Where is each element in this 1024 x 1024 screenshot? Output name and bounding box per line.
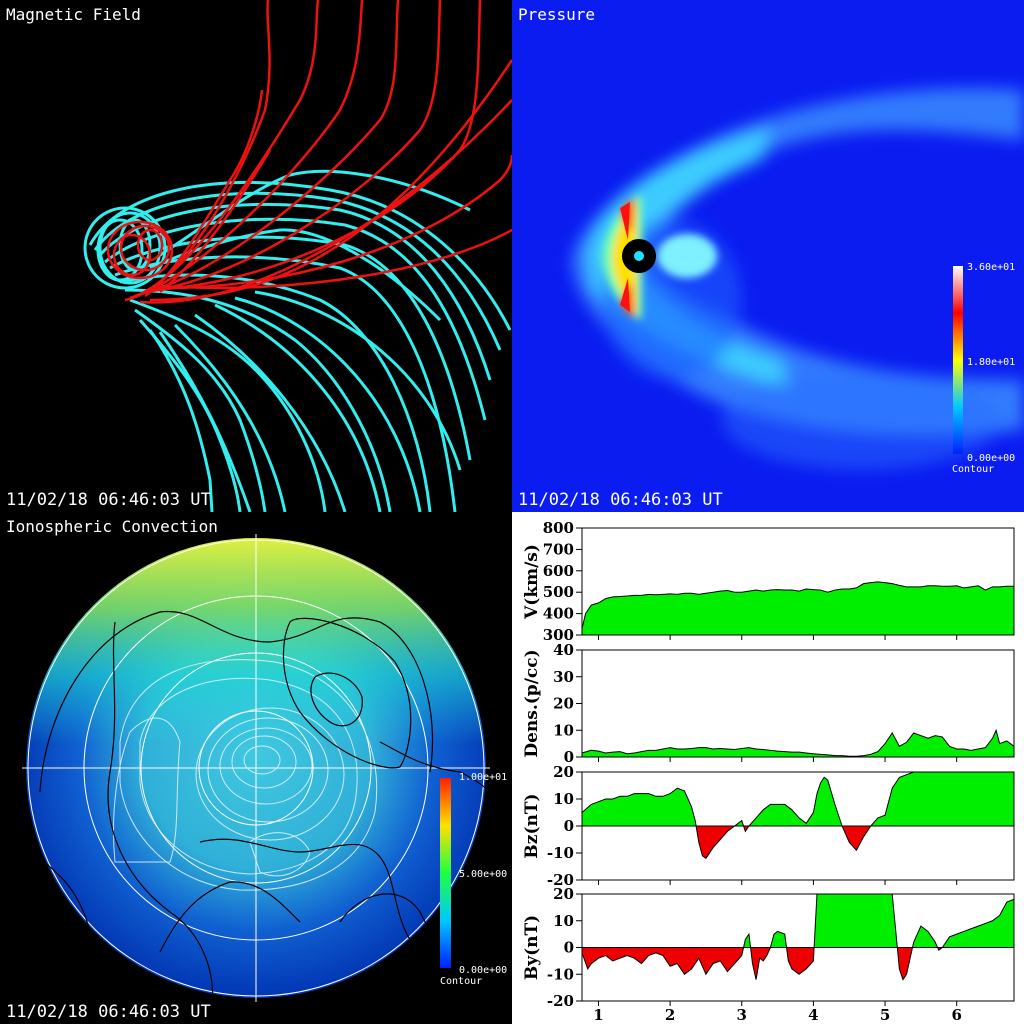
x-tick-label: 2 (665, 1006, 675, 1024)
pressure-title: Pressure (518, 5, 596, 24)
y-tick-label: 0 (564, 817, 574, 835)
y-tick-label: -20 (547, 992, 574, 1010)
ionosphere-render: 1.00e+01 5.00e+00 0.00e+00 Contour (22, 534, 507, 1002)
series-fill-positive (582, 772, 1014, 826)
y-tick-label: -10 (547, 965, 574, 983)
series-line (581, 581, 1014, 629)
ionosphere-colorbar-min: 0.00e+00 (459, 965, 507, 976)
pressure-colorbar-max: 3.60e+01 (967, 262, 1015, 273)
earth-marker (634, 251, 644, 261)
ionosphere-colorbar-max: 1.00e+01 (459, 772, 507, 783)
y-axis-label: Dens.(p/cc) (522, 649, 542, 757)
y-tick-label: 30 (553, 668, 574, 686)
ionosphere-colorbar-mid: 5.00e+00 (459, 869, 507, 880)
chart-frame (581, 527, 1015, 636)
series-fill-negative (582, 947, 1014, 980)
y-tick-label: 40 (553, 641, 574, 659)
x-tick-label: 3 (737, 1006, 747, 1024)
pressure-timestamp: 11/02/18 06:46:03 UT (518, 490, 723, 510)
y-tick-label: 0 (564, 748, 574, 766)
y-tick-label: 10 (553, 790, 574, 808)
series-fill-positive (582, 581, 1014, 635)
cusp-north (620, 202, 630, 240)
solar-wind-panel: 300 400 500 600 700 800 V(km/s) 0 10 20 30 40 Dens.(… (512, 512, 1024, 1024)
pressure-colorbar-mid: 1.80e+01 (967, 357, 1015, 368)
potential-contours-outer (29, 610, 486, 998)
pressure-panel: Pressure (512, 0, 1024, 512)
y-tick-label: 300 (543, 626, 574, 644)
cusp-south (620, 278, 630, 312)
y-tick-label: 0 (564, 939, 574, 957)
y-tick-label: 600 (543, 562, 574, 580)
ionosphere-title: Ionospheric Convection (6, 517, 218, 536)
x-tick-label: 5 (880, 1006, 890, 1024)
magnetic-field-panel: Magnetic Field (0, 0, 512, 512)
y-tick-label: -10 (547, 844, 574, 862)
ionosphere-colorbar-label: Contour (440, 976, 482, 987)
y-tick-label: 20 (553, 695, 574, 713)
y-tick-label: -20 (547, 871, 574, 889)
x-tick-label: 1 (593, 1006, 603, 1024)
solar-wind-charts: 300400500600700800V(km/s)010203040Dens.(… (522, 519, 1015, 1024)
pressure-render: 3.60e+01 1.80e+01 0.00e+00 Contour (572, 88, 1024, 475)
y-tick-label: 20 (553, 763, 574, 781)
x-tick-label: 6 (951, 1006, 961, 1024)
pressure-colorbar-label: Contour (952, 464, 994, 475)
series-fill-positive (582, 894, 1014, 948)
y-axis-label: Bz(nT) (522, 793, 542, 858)
y-tick-label: 20 (553, 885, 574, 903)
pressure-colorbar (953, 266, 963, 454)
series-fill-negative (582, 826, 1014, 859)
y-tick-label: 400 (543, 605, 574, 623)
magnetic-field-render (83, 0, 512, 512)
y-tick-label: 500 (543, 583, 574, 601)
y-tick-label: 10 (553, 912, 574, 930)
ionosphere-colorbar (440, 778, 451, 968)
series-line (581, 893, 1015, 981)
x-tick-label: 4 (808, 1006, 818, 1024)
ionosphere-panel: Ionospheric Convection (0, 512, 512, 1024)
potential-contours-inner (113, 659, 378, 891)
pressure-colorbar-min: 0.00e+00 (967, 453, 1015, 464)
open-field-lines (106, 0, 512, 304)
y-tick-label: 700 (543, 540, 574, 558)
y-axis-label: V(km/s) (522, 544, 542, 620)
series-fill-positive (582, 730, 1014, 757)
y-tick-label: 800 (543, 519, 574, 537)
ionosphere-timestamp: 11/02/18 06:46:03 UT (6, 1002, 211, 1022)
chart-frame (581, 649, 1015, 758)
magnetic-field-timestamp: 11/02/18 06:46:03 UT (6, 490, 211, 510)
y-axis-label: By(nT) (522, 915, 542, 980)
series-line (581, 728, 1015, 757)
y-tick-label: 10 (553, 721, 574, 739)
magnetic-field-title: Magnetic Field (6, 5, 141, 24)
